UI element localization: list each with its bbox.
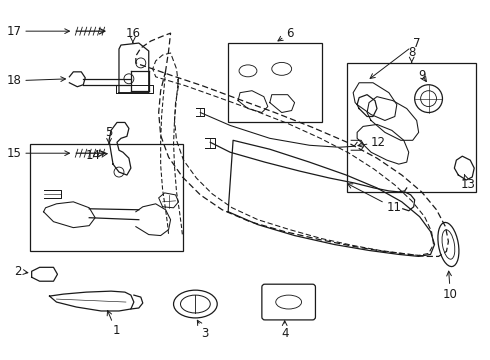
Text: 18: 18 [7,74,66,87]
Text: 5: 5 [105,126,113,143]
Text: 1: 1 [107,311,120,337]
Text: 15: 15 [7,147,70,160]
Text: 13: 13 [460,174,475,192]
Bar [228,43,322,122]
Text: 7: 7 [370,37,420,78]
Text: 2: 2 [14,265,28,278]
Text: 12: 12 [358,136,386,149]
Text: 17: 17 [7,24,70,38]
Text: 4: 4 [281,321,289,340]
Text: 8: 8 [408,46,416,62]
Text: 11: 11 [348,184,401,214]
Bar [30,144,183,251]
Text: 14: 14 [86,149,107,162]
Text: 3: 3 [197,320,209,340]
Text: 9: 9 [418,69,426,82]
Bar [347,63,476,192]
Text: 16: 16 [125,27,140,42]
Text: 10: 10 [443,271,458,301]
Text: 6: 6 [278,27,294,41]
